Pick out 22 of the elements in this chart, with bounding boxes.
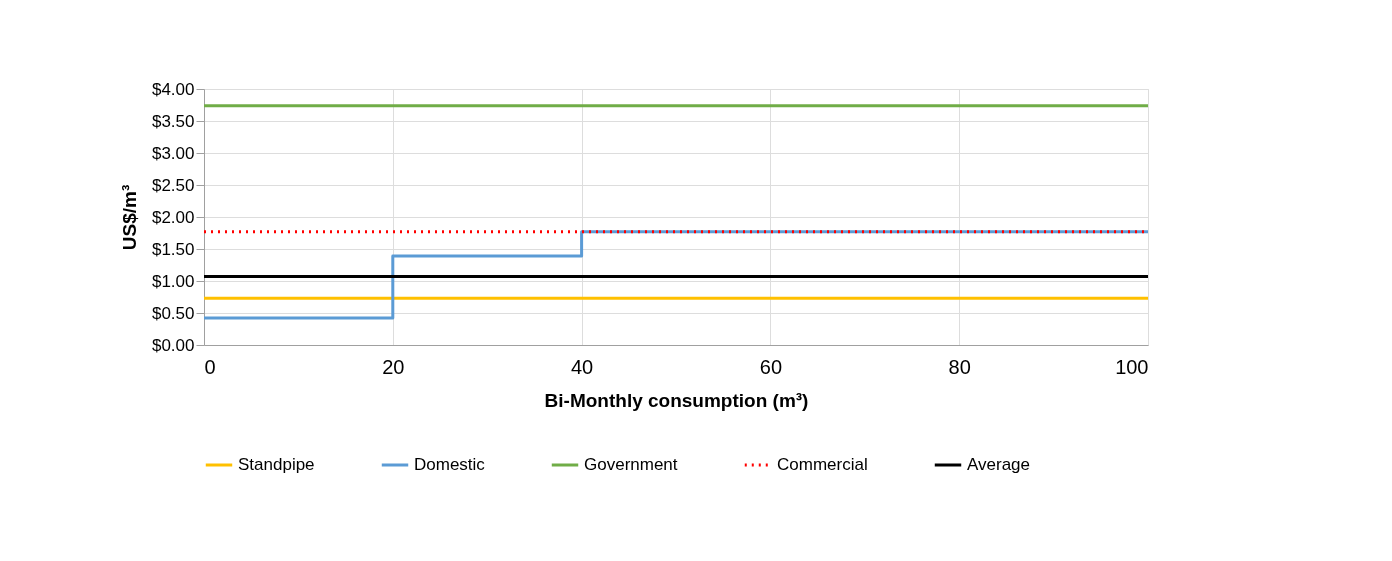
- y-axis-title: US$/m³: [118, 184, 140, 251]
- y-tick-label: $2.00: [151, 207, 195, 227]
- y-tick-label: $3.50: [151, 111, 195, 131]
- legend-label: Average: [967, 455, 1031, 474]
- x-tick-label: 0: [204, 355, 216, 378]
- x-tick-label: 40: [570, 355, 594, 378]
- legend-label: Commercial: [777, 455, 868, 474]
- x-tick-label: 60: [759, 355, 783, 378]
- legend-label: Government: [584, 455, 678, 474]
- y-tick-label: $4.00: [151, 79, 195, 99]
- x-tick-label: 100: [1115, 355, 1149, 378]
- y-tick-label: $1.50: [151, 239, 195, 259]
- y-tick-label: $3.00: [151, 143, 195, 163]
- x-tick-label: 80: [948, 355, 971, 378]
- x-tick-label: 20: [382, 355, 405, 378]
- y-tick-label: $0.50: [151, 303, 195, 323]
- y-tick-label: $0.00: [151, 335, 195, 355]
- x-axis-title: Bi-Monthly consumption (m³): [544, 389, 809, 411]
- legend-label: Standpipe: [238, 455, 315, 474]
- y-tick-label: $2.50: [151, 175, 195, 195]
- y-tick-label: $1.00: [151, 271, 195, 291]
- legend-label: Domestic: [414, 455, 486, 474]
